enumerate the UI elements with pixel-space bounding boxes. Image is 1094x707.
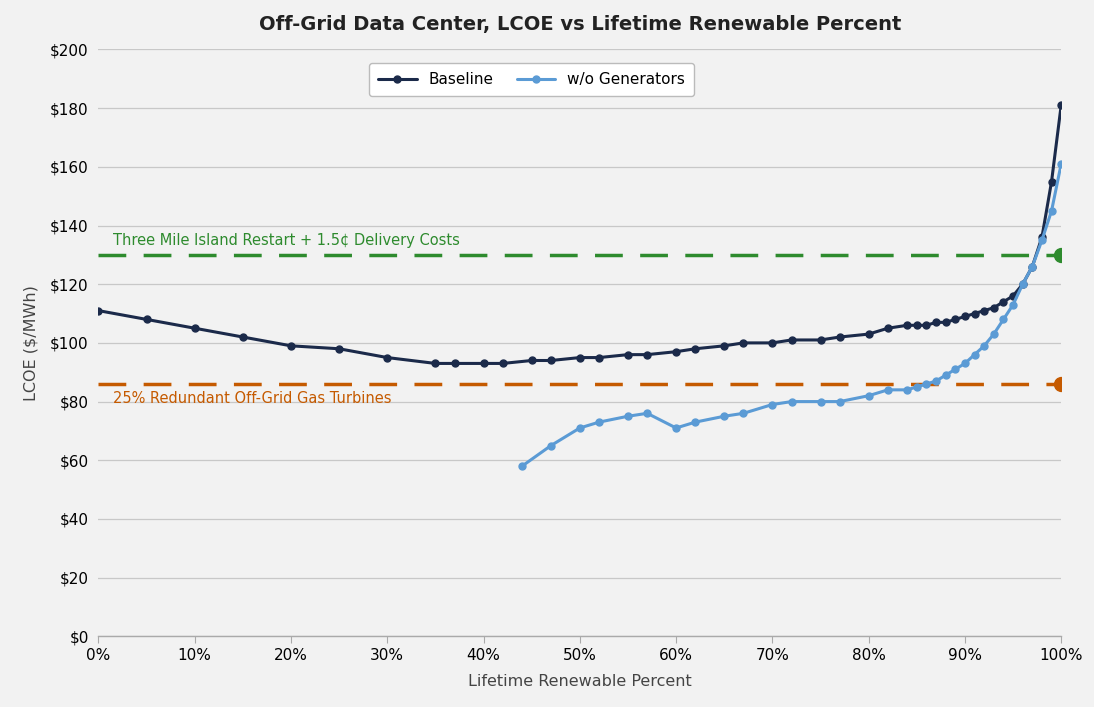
Legend: Baseline, w/o Generators: Baseline, w/o Generators xyxy=(369,63,695,96)
Baseline xyxy=(545,356,558,365)
Baseline xyxy=(1055,101,1068,110)
Baseline xyxy=(930,318,943,327)
w/o Generators xyxy=(987,330,1000,339)
Baseline xyxy=(978,306,991,315)
Baseline xyxy=(593,354,606,362)
Baseline xyxy=(621,351,635,359)
Baseline xyxy=(140,315,153,324)
w/o Generators xyxy=(814,397,827,406)
w/o Generators xyxy=(718,412,731,421)
w/o Generators xyxy=(670,423,683,432)
Text: Three Mile Island Restart + 1.5¢ Delivery Costs: Three Mile Island Restart + 1.5¢ Deliver… xyxy=(113,233,459,247)
w/o Generators xyxy=(545,441,558,450)
w/o Generators xyxy=(968,351,981,359)
Line: Baseline: Baseline xyxy=(95,102,1064,367)
w/o Generators xyxy=(900,385,913,394)
w/o Generators xyxy=(621,412,635,421)
w/o Generators xyxy=(689,418,702,426)
w/o Generators xyxy=(737,409,750,418)
w/o Generators xyxy=(573,423,586,432)
w/o Generators xyxy=(997,315,1010,324)
w/o Generators xyxy=(1006,300,1020,309)
Baseline xyxy=(939,318,952,327)
w/o Generators xyxy=(766,400,779,409)
w/o Generators xyxy=(939,371,952,380)
Baseline xyxy=(525,356,538,365)
Baseline xyxy=(1045,177,1058,186)
Baseline xyxy=(920,321,933,329)
w/o Generators xyxy=(1016,280,1029,288)
Baseline xyxy=(718,341,731,350)
w/o Generators xyxy=(930,377,943,385)
Baseline xyxy=(284,341,298,350)
Baseline xyxy=(785,336,799,344)
w/o Generators xyxy=(515,462,528,470)
Baseline xyxy=(477,359,490,368)
Baseline xyxy=(900,321,913,329)
w/o Generators xyxy=(958,359,971,368)
Baseline xyxy=(641,351,654,359)
w/o Generators xyxy=(1055,160,1068,168)
w/o Generators xyxy=(910,382,923,391)
Baseline xyxy=(497,359,510,368)
Y-axis label: LCOE ($/MWh): LCOE ($/MWh) xyxy=(24,285,39,401)
Baseline xyxy=(814,336,827,344)
Baseline xyxy=(236,333,249,341)
Baseline xyxy=(910,321,923,329)
w/o Generators xyxy=(834,397,847,406)
w/o Generators xyxy=(862,392,875,400)
w/o Generators xyxy=(920,380,933,388)
w/o Generators xyxy=(948,365,962,373)
Baseline xyxy=(737,339,750,347)
w/o Generators xyxy=(593,418,606,426)
Baseline xyxy=(1016,280,1029,288)
Baseline xyxy=(1026,262,1039,271)
w/o Generators xyxy=(785,397,799,406)
Baseline xyxy=(449,359,462,368)
Baseline xyxy=(573,354,586,362)
w/o Generators xyxy=(641,409,654,418)
Baseline xyxy=(834,333,847,341)
w/o Generators xyxy=(1035,236,1048,245)
Baseline xyxy=(92,306,105,315)
Baseline xyxy=(968,310,981,318)
X-axis label: Lifetime Renewable Percent: Lifetime Renewable Percent xyxy=(468,674,691,689)
Baseline xyxy=(381,354,394,362)
Baseline xyxy=(689,344,702,353)
Baseline xyxy=(1006,292,1020,300)
Line: w/o Generators: w/o Generators xyxy=(519,160,1064,469)
w/o Generators xyxy=(978,341,991,350)
w/o Generators xyxy=(1026,262,1039,271)
Baseline xyxy=(882,324,895,332)
Text: 25% Redundant Off-Grid Gas Turbines: 25% Redundant Off-Grid Gas Turbines xyxy=(113,391,392,407)
Baseline xyxy=(862,330,875,339)
Baseline xyxy=(948,315,962,324)
w/o Generators xyxy=(882,385,895,394)
Baseline xyxy=(997,298,1010,306)
Baseline xyxy=(958,312,971,321)
Baseline xyxy=(188,324,201,332)
Title: Off-Grid Data Center, LCOE vs Lifetime Renewable Percent: Off-Grid Data Center, LCOE vs Lifetime R… xyxy=(258,15,901,34)
w/o Generators xyxy=(1045,206,1058,215)
Baseline xyxy=(333,344,346,353)
Baseline xyxy=(670,347,683,356)
Baseline xyxy=(1035,233,1048,242)
Baseline xyxy=(987,303,1000,312)
Baseline xyxy=(766,339,779,347)
Baseline xyxy=(429,359,442,368)
